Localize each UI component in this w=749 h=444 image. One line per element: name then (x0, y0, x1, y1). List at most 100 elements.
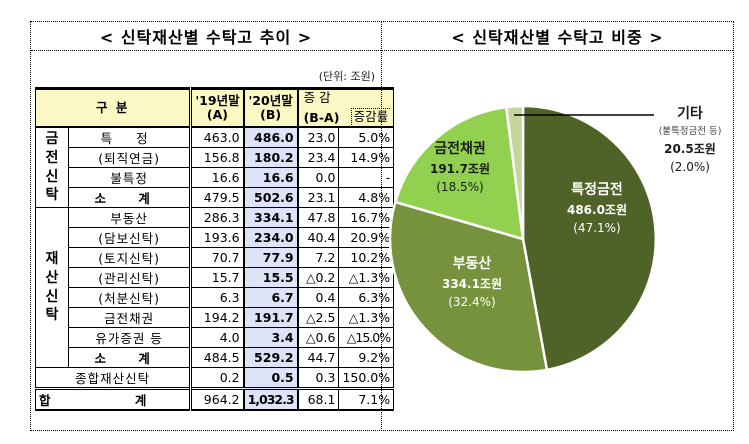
header-2020-year: '20년말 (248, 92, 293, 108)
cell-change: 0.4 (297, 287, 340, 308)
cell-change: △0.6 (297, 327, 340, 348)
table-title: < 신탁재산별 수탁고 추이 > (31, 22, 381, 51)
cell-change: 47.8 (297, 207, 340, 228)
row-label: (퇴직연금) (67, 147, 193, 168)
cell-2019: 194.2 (190, 307, 245, 328)
row-label: 소 계 (67, 347, 193, 368)
label-money-claims-name: 금전채권 (434, 141, 486, 157)
cell-2020: 234.0 (242, 227, 299, 248)
cell-2019: 16.6 (190, 167, 245, 188)
cell-rate: 10.2% (338, 247, 395, 268)
pie-chart: 특정금전 486.0조원 (47.1%) 부동산 334.1조원 (32.4%)… (382, 22, 735, 432)
cell-rate: △1.3% (338, 307, 395, 328)
cell-2019: 193.6 (190, 227, 245, 248)
row-label: 특 정 (67, 126, 193, 148)
cell-2020: 486.0 (242, 126, 299, 148)
table-row: (토지신탁) 70.7 77.9 7.2 10.2% (36, 247, 395, 268)
table-row: 불특정 16.6 16.6 0.0 - (36, 167, 395, 188)
row-label: 부동산 (67, 207, 193, 228)
cell-2020: 191.7 (242, 307, 299, 328)
label-other-name: 기타 (677, 106, 703, 122)
cell-2019: 70.7 (190, 247, 245, 268)
group-money-trust: 금 전 신 탁 (35, 126, 69, 208)
label-money-claims-value: 191.7조원 (429, 162, 491, 176)
cell-change: 44.7 (297, 347, 340, 368)
label-money-claims-pct: (18.5%) (436, 180, 484, 194)
label-real-estate-name: 부동산 (452, 256, 492, 272)
label-money-claims: 금전채권 191.7조원 (18.5%) (410, 139, 510, 196)
cell-change: △2.5 (297, 307, 340, 328)
row-label: (토지신탁) (67, 247, 193, 268)
cell-2019: 286.3 (190, 207, 245, 228)
cell-2019: 479.5 (190, 187, 245, 208)
cell-2020: 180.2 (242, 147, 299, 168)
cell-2020: 15.5 (242, 267, 299, 288)
label-real-estate-pct: (32.4%) (448, 295, 496, 309)
label-specific-money: 특정금전 486.0조원 (47.1%) (542, 180, 652, 237)
cell-2020: 77.9 (242, 247, 299, 268)
cell-change: 23.0 (297, 126, 340, 148)
cell-2020: 502.6 (242, 187, 299, 208)
header-2019: '19년말 (A) (190, 87, 245, 128)
cell-rate: 14.9% (338, 147, 395, 168)
cell-rate: 20.9% (338, 227, 395, 248)
pie-slice-other (504, 104, 525, 240)
row-label: 불특정 (67, 167, 193, 188)
header-change: 증 감 (B-A) 증감률 (297, 87, 395, 128)
cell-rate: △1.3% (338, 267, 395, 288)
header-category: 구 분 (34, 87, 193, 128)
cell-2020: 6.7 (242, 287, 299, 308)
table-row: (퇴직연금) 156.8 180.2 23.4 14.9% (36, 147, 395, 168)
row-label: (담보신탁) (67, 227, 193, 248)
table-row-subtotal: 소 계 484.5 529.2 44.7 9.2% (36, 347, 395, 368)
trust-assets-share-panel: < 신탁재산별 수탁고 비중 > 특정금전 486.0조원 (47.1%) 부동… (381, 21, 734, 431)
cell-change: 0.0 (297, 167, 340, 188)
cell-change: 23.4 (297, 147, 340, 168)
cell-2019: 4.0 (190, 327, 245, 348)
table-header-row: 구 분 '19년말 (A) '20년말 (B) 증 감 (B-A) 증감률 (34, 87, 395, 128)
header-2019-code: (A) (206, 107, 229, 122)
cell-2019: 0.2 (190, 367, 245, 389)
table-row: (담보신탁) 193.6 234.0 40.4 20.9% (36, 227, 395, 248)
cell-2020: 1,032.3 (242, 387, 299, 411)
cell-change: △0.2 (297, 267, 340, 288)
header-change-code: (B-A) (303, 109, 340, 125)
group-property-trust: 재 산 신 탁 (35, 207, 69, 368)
pie-slice-specific-money (521, 104, 658, 372)
row-label: 금전채권 (67, 307, 193, 328)
row-label: (처분신탁) (67, 287, 193, 308)
row-label: 합 계 (34, 387, 193, 411)
cell-rate: △15.0% (338, 327, 395, 348)
label-other-note: (불특정금전 등) (658, 126, 722, 137)
cell-change: 7.2 (297, 247, 340, 268)
label-real-estate-value: 334.1조원 (441, 277, 503, 291)
header-change-label: 증 감 (303, 90, 331, 106)
cell-rate: 7.1% (338, 387, 395, 411)
cell-change: 0.3 (297, 367, 340, 389)
header-2020-code: (B) (260, 107, 282, 122)
table-row: (처분신탁) 6.3 6.7 0.4 6.3% (36, 287, 395, 308)
table-row: 금전채권 194.2 191.7 △2.5 △1.3% (36, 307, 395, 328)
unit-label: (단위: 조원) (318, 70, 375, 83)
cell-2019: 463.0 (190, 126, 245, 148)
pie-slice-money-claims (393, 105, 525, 241)
cell-rate: 150.0% (338, 367, 395, 389)
label-other-pct: (2.0%) (670, 160, 710, 175)
header-rate: 증감률 (350, 107, 391, 125)
label-other-value: 20.5조원 (664, 142, 716, 157)
cell-change: 68.1 (297, 387, 340, 411)
label-specific-money-name: 특정금전 (571, 182, 623, 198)
pie-chart-svg (388, 104, 658, 374)
cell-2019: 156.8 (190, 147, 245, 168)
label-specific-money-pct: (47.1%) (573, 221, 621, 235)
row-label: (관리신탁) (67, 267, 193, 288)
label-other: 기타 (불특정금전 등) 20.5조원 (2.0%) (644, 104, 736, 176)
trust-assets-trend-panel: < 신탁재산별 수탁고 추이 > (단위: 조원) 구 분 '19년말 (A) … (30, 21, 395, 431)
cell-2020: 334.1 (242, 207, 299, 228)
trust-assets-table: 구 분 '19년말 (A) '20년말 (B) 증 감 (B-A) 증감률 (34, 87, 395, 411)
pie-slice-real-estate (388, 200, 549, 374)
table-row: 금 전 신 탁 특 정 463.0 486.0 23.0 5.0% (35, 126, 395, 208)
cell-rate: 9.2% (338, 347, 395, 368)
header-2019-year: '19년말 (195, 92, 240, 108)
table-row-total: 합 계 964.2 1,032.3 68.1 7.1% (34, 387, 395, 411)
